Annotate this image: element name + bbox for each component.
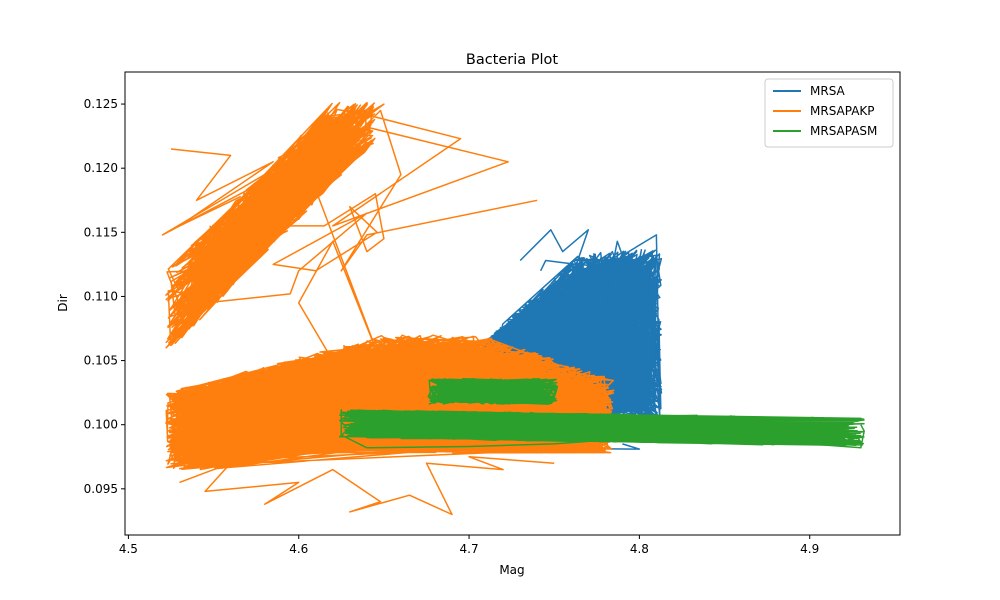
mrsapakp-series-line — [297, 189, 380, 361]
legend: MRSA MRSAPAKP MRSAPASM — [764, 78, 894, 148]
y-axis-label: Dir — [56, 294, 70, 312]
mrsapasm-series-line — [427, 377, 559, 405]
legend-label: MRSAPASM — [810, 124, 877, 138]
x-tick-label: 4.8 — [630, 542, 649, 556]
y-tick-label: 0.115 — [84, 225, 118, 239]
y-tick-label: 0.100 — [84, 418, 118, 432]
mrsapakp-series-line — [170, 148, 274, 227]
x-axis-label: Mag — [499, 563, 524, 577]
x-tick-label: 4.9 — [800, 542, 819, 556]
mrsa-series-line — [476, 249, 663, 425]
mrsapasm-series-line — [338, 409, 865, 447]
plot-frame — [124, 71, 901, 536]
mrsa-series-line — [604, 234, 661, 420]
x-axis: 4.5 4.6 4.7 4.8 4.9 — [119, 535, 819, 556]
series-layer — [161, 101, 865, 516]
y-tick-label: 0.125 — [84, 97, 118, 111]
chart-title: Bacteria Plot — [466, 52, 559, 68]
y-tick-label: 0.105 — [84, 354, 118, 368]
y-tick-label: 0.110 — [84, 289, 118, 303]
legend-label: MRSA — [810, 84, 846, 98]
mrsa-series-line — [519, 229, 590, 272]
mrsapakp-series-line — [161, 103, 538, 304]
y-tick-label: 0.120 — [84, 161, 118, 175]
legend-label: MRSAPAKP — [810, 104, 875, 118]
x-tick-label: 4.6 — [289, 542, 308, 556]
x-tick-label: 4.5 — [119, 542, 138, 556]
y-tick-label: 0.095 — [84, 482, 118, 496]
x-tick-label: 4.7 — [460, 542, 479, 556]
mrsapakp-series-line — [179, 456, 555, 516]
mrsapasm-series-line — [340, 409, 865, 449]
y-axis: 0.095 0.100 0.105 0.110 0.115 0.120 0.125 — [84, 97, 125, 496]
